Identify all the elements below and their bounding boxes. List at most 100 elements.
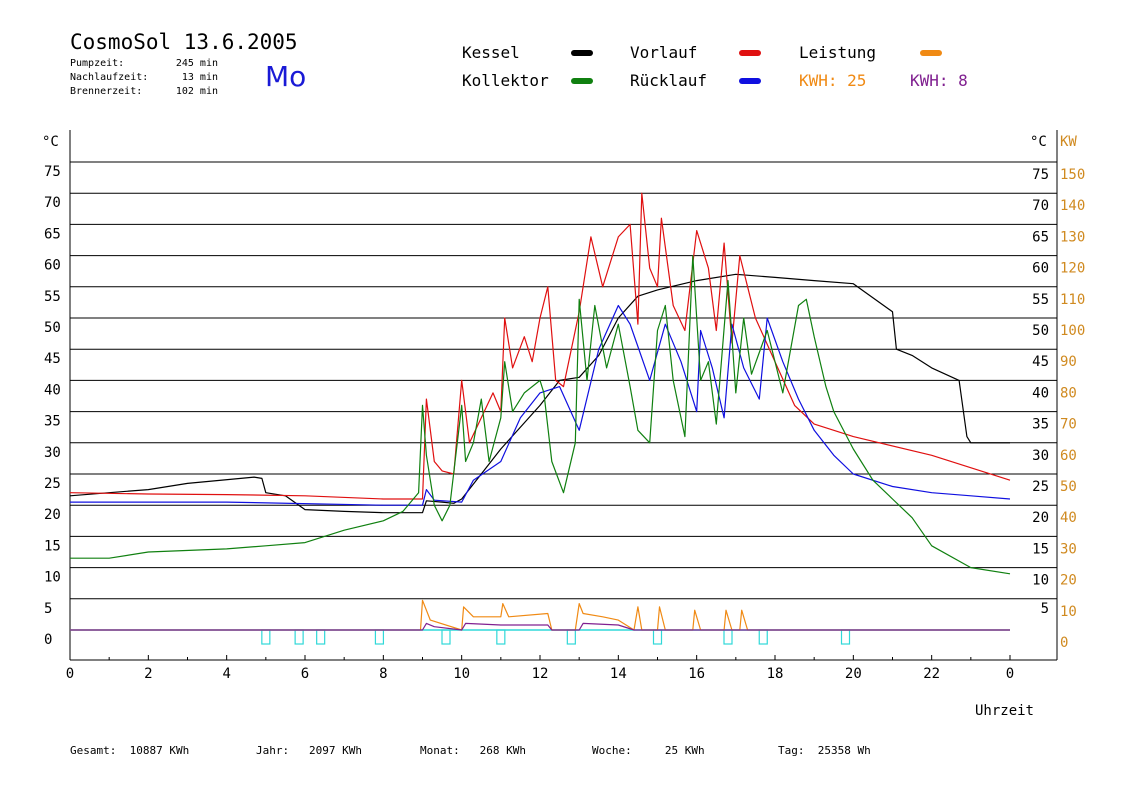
- pump-marker: [566, 629, 576, 645]
- afterrun-time-label: Nachlaufzeit:: [70, 72, 149, 83]
- week-value: 25 KWh: [664, 744, 705, 757]
- x-tick-label: 0: [1006, 666, 1014, 682]
- y-unit-right-power: KW: [1060, 134, 1077, 150]
- day-value: 25358 Wh: [817, 744, 871, 757]
- month-label: Monat:: [420, 744, 460, 757]
- y-tick-label-left: 40: [44, 382, 61, 398]
- y-tick-label-right-power: 60: [1060, 448, 1077, 464]
- y-tick-label-left: 55: [44, 289, 61, 305]
- y-tick-label-right-power: 100: [1060, 323, 1085, 339]
- y-tick-label-right-temp: 60: [1032, 261, 1049, 277]
- x-tick-label: 16: [688, 666, 705, 682]
- legend-vorlauf-label: Vorlauf: [630, 43, 698, 62]
- week-label: Woche:: [592, 744, 632, 757]
- y-tick-label-left: 60: [44, 258, 61, 274]
- afterrun-time-value: 13 min: [181, 72, 218, 83]
- burner-time-label: Brennerzeit:: [70, 86, 143, 97]
- pump-marker: [294, 629, 304, 645]
- y-tick-label-left: 30: [44, 445, 61, 461]
- kwh-solar-text: KWH: 25: [799, 71, 867, 90]
- x-tick-label: 18: [767, 666, 784, 682]
- y-tick-label-right-temp: 45: [1032, 354, 1049, 370]
- series-line-ruecklauf: [70, 304, 1011, 506]
- y-tick-label-right-temp: 75: [1032, 167, 1049, 183]
- y-tick-label-left: 20: [44, 507, 61, 523]
- pump-time-value: 245 min: [175, 58, 218, 69]
- y-tick-label-right-temp: 55: [1032, 292, 1049, 308]
- y-tick-label-right-power: 120: [1060, 261, 1085, 277]
- y-tick-label-left: 5: [44, 601, 52, 617]
- y-tick-label-left: 25: [44, 476, 61, 492]
- y-tick-label-right-power: 130: [1060, 229, 1085, 245]
- y-tick-label-left: 65: [44, 226, 61, 242]
- weekday-label: Mo: [265, 60, 307, 93]
- y-tick-label-right-power: 90: [1060, 354, 1077, 370]
- pump-marker: [261, 629, 271, 645]
- pump-time-label: Pumpzeit:: [70, 58, 125, 69]
- series-line-brenner: [70, 622, 1010, 631]
- kwh-burner-text: KWH: 8: [910, 71, 968, 90]
- month-value: 268 KWh: [479, 744, 526, 757]
- total-value: 10887 KWh: [129, 744, 190, 757]
- y-tick-label-right-power: 150: [1060, 167, 1085, 183]
- y-tick-label-left: 70: [44, 195, 61, 211]
- y-tick-label-right-temp: 20: [1032, 510, 1049, 526]
- legend-leistung-swatch: [920, 50, 942, 56]
- y-tick-label-right-temp: 10: [1032, 573, 1049, 589]
- y-tick-label-right-power: 30: [1060, 541, 1077, 557]
- x-tick-label: 2: [144, 666, 152, 682]
- y-tick-label-right-temp: 65: [1032, 229, 1049, 245]
- pump-marker: [441, 629, 451, 645]
- y-tick-label-right-temp: 25: [1032, 479, 1049, 495]
- legend-kollektor-swatch: [571, 78, 593, 84]
- x-tick-label: 22: [923, 666, 940, 682]
- y-tick-label-left: 15: [44, 538, 61, 554]
- x-tick-label: 20: [845, 666, 862, 682]
- x-tick-label: 14: [610, 666, 627, 682]
- legend-kessel-label: Kessel: [462, 43, 520, 62]
- runtime-info: Pumpzeit: 245 min Nachlaufzeit: 13 min Bre…: [70, 57, 218, 99]
- y-tick-label-right-temp: 15: [1032, 541, 1049, 557]
- y-tick-label-left: 75: [44, 164, 61, 180]
- pump-marker: [840, 629, 851, 645]
- x-tick-label: 6: [301, 666, 309, 682]
- legend-leistung-label: Leistung: [799, 43, 877, 62]
- x-tick-label: 4: [222, 666, 230, 682]
- y-tick-label-left: 0: [44, 632, 52, 648]
- pump-marker: [652, 629, 663, 645]
- y-tick-label-right-power: 110: [1060, 292, 1085, 308]
- y-tick-label-right-power: 40: [1060, 510, 1077, 526]
- series-line-vorlauf: [69, 192, 1011, 500]
- pump-marker: [496, 629, 506, 645]
- burner-time-value: 102 min: [175, 86, 218, 97]
- y-tick-label-right-power: 80: [1060, 385, 1077, 401]
- pump-marker: [723, 629, 733, 645]
- legend-kessel-swatch: [571, 50, 593, 56]
- y-tick-label-right-temp: 5: [1041, 601, 1049, 617]
- y-tick-label-right-power: 50: [1060, 479, 1077, 495]
- y-tick-label-left: 50: [44, 320, 61, 336]
- series-line-leistung: [70, 599, 1010, 631]
- y-unit-left: °C: [42, 134, 59, 150]
- y-tick-label-right-power: 0: [1060, 635, 1068, 651]
- day-label: Tag:: [778, 744, 805, 757]
- y-tick-label-left: 45: [44, 351, 61, 367]
- y-tick-label-right-temp: 40: [1032, 385, 1049, 401]
- y-tick-label-left: 10: [44, 570, 61, 586]
- x-axis-label: Uhrzeit: [975, 703, 1034, 719]
- pump-marker: [758, 629, 768, 645]
- series-line-kollektor: [70, 255, 1011, 575]
- legend-ruecklauf-label: Rücklauf: [630, 71, 708, 90]
- total-label: Gesamt:: [70, 744, 117, 757]
- y-unit-right-temp: °C: [1030, 134, 1047, 150]
- y-tick-label-right-temp: 30: [1032, 448, 1049, 464]
- chart-title: CosmoSol 13.6.2005: [70, 30, 298, 54]
- pump-marker: [316, 629, 326, 645]
- y-tick-label-left: 35: [44, 414, 61, 430]
- y-tick-label-right-power: 70: [1060, 417, 1077, 433]
- pump-marker: [374, 629, 385, 645]
- y-tick-label-right-power: 140: [1060, 198, 1085, 214]
- y-tick-label-right-temp: 70: [1032, 198, 1049, 214]
- y-tick-label-right-temp: 50: [1032, 323, 1049, 339]
